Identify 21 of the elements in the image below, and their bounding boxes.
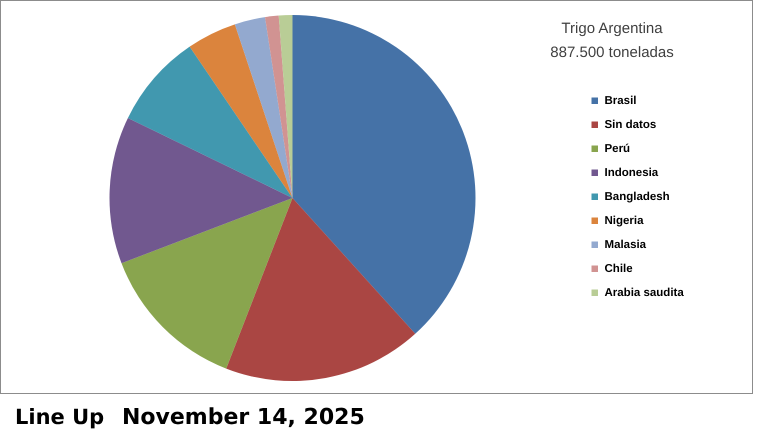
legend-label: Chile (604, 262, 633, 275)
legend-label: Indonesia (604, 166, 659, 179)
legend-label: Sin datos (604, 118, 656, 131)
pie-slice (128, 46, 292, 198)
pie-slice (265, 16, 292, 198)
pie-slice (226, 198, 416, 381)
pie-slice (292, 15, 476, 334)
pie-slice (110, 118, 292, 264)
legend-label: Brasil (604, 94, 636, 107)
legend-label: Malasia (604, 238, 647, 251)
pie-slice (234, 17, 292, 198)
legend-label: Perú (604, 142, 630, 155)
legend-label: Nigeria (604, 214, 644, 227)
text: November 14, 2025 (122, 405, 365, 430)
text: Line Up (15, 405, 104, 429)
chart-title: Trigo Argentina (561, 20, 664, 37)
pie-slice (122, 198, 292, 369)
legend-label: Arabia saudita (604, 286, 684, 299)
text: 887.500 toneladas (550, 44, 674, 61)
legend-label: Bangladesh (604, 190, 670, 203)
pie-slice (190, 24, 292, 198)
